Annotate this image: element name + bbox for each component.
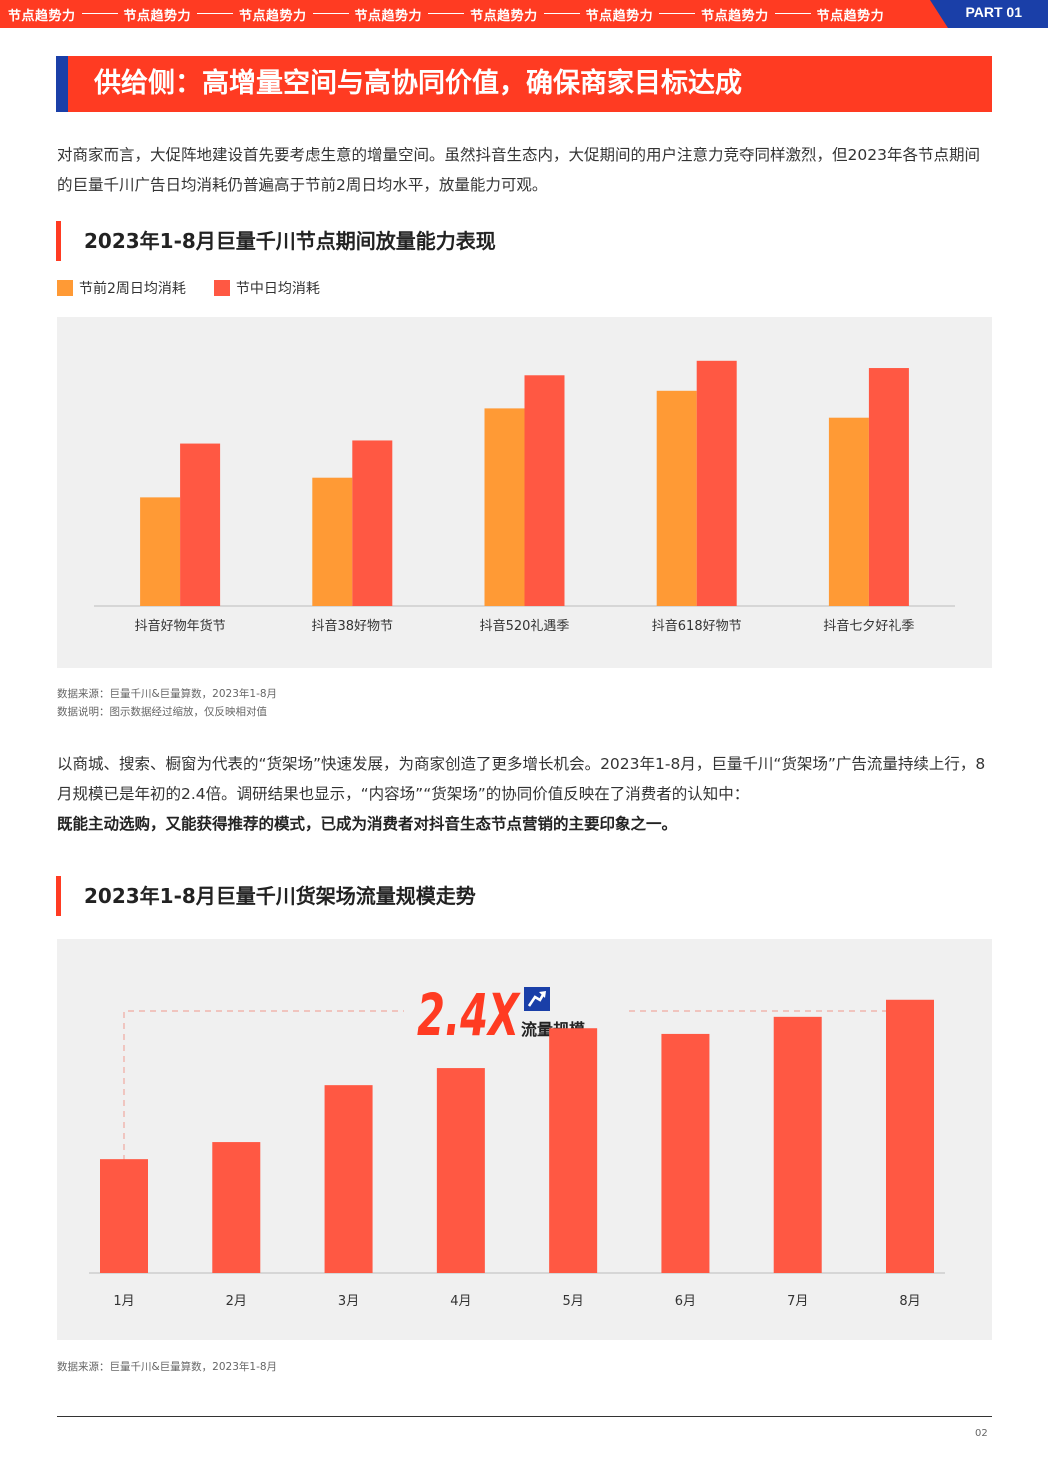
chart2-bar [100, 1159, 148, 1273]
chart2-source: 数据来源：巨量千川&巨量算数，2023年1-8月 [57, 1361, 278, 1373]
chart1-panel: 抖音好物年货节 抖音38好物节 抖音520礼遇季 抖音618好物节 抖音七夕好礼季 [57, 317, 992, 668]
section2-heading-mark [56, 876, 61, 916]
header-tab: 节点趋势力 [701, 8, 769, 24]
chart2-bar [661, 1033, 710, 1273]
tab-separator-arrow [81, 12, 118, 14]
part-badge: PART 01 [930, 0, 1048, 28]
chart2-x-tick: 1月 [113, 1294, 134, 1309]
chart1-note: 数据说明：图示数据经过缩放，仅反映相对值 [57, 706, 267, 718]
chart2-x-tick: 2月 [226, 1294, 247, 1309]
page-title: 供给侧：高增量空间与高协同价值，确保商家目标达成 [94, 68, 742, 99]
tab-separator-arrow [197, 12, 234, 14]
chart2-x-tick: 4月 [450, 1294, 471, 1309]
chart1-x-tick: 抖音好物年货节 [135, 618, 226, 634]
legend-item-during: 节中日均消耗 [213, 278, 320, 298]
chart2-x-tick: 6月 [675, 1294, 696, 1309]
tab-separator-arrow [543, 12, 580, 14]
header-tab: 节点趋势力 [354, 8, 423, 24]
header-tab: 节点趋势力 [8, 8, 76, 24]
chart1-x-tick: 抖音520礼遇季 [480, 618, 570, 634]
chart1-bar [656, 390, 697, 606]
chart2-x-tick: 8月 [899, 1294, 920, 1309]
middle-paragraph-bold: 既能主动选购，又能获得推荐的模式，已成为消费者对抖音生态节点营销的主要印象之一。 [57, 815, 678, 833]
chart1-bar [696, 360, 737, 606]
page-title-bar: 供给侧：高增量空间与高协同价值，确保商家目标达成 [56, 56, 992, 112]
tab-separator-arrow [774, 12, 811, 14]
header-tab: 节点趋势力 [470, 8, 538, 24]
chart2-bar [549, 1028, 598, 1273]
section2-title: 2023年1-8月巨量千川货架场流量规模走势 [84, 884, 476, 908]
chart1-svg: 抖音好物年货节 抖音38好物节 抖音520礼遇季 抖音618好物节 抖音七夕好礼季 [94, 360, 955, 634]
part-label: PART 01 [965, 4, 1022, 20]
legend-label-pre: 节前2周日均消耗 [79, 281, 186, 297]
legend-item-pre: 节前2周日均消耗 [57, 278, 186, 298]
top-nav-tabs: 节点趋势力 节点趋势力 节点趋势力 节点趋势力 节点趋势力 节点趋势力 节点趋势力 节点趋势力 [8, 0, 884, 28]
middle-paragraph: 以商城、搜索、橱窗为代表的“货架场”快速发展，为商家创造了更多增长机会。2023… [57, 749, 993, 839]
page-number: 02 [975, 1428, 988, 1439]
bracket-left [123, 1010, 404, 1183]
chart1-bar [484, 408, 525, 606]
header-tab: 节点趋势力 [585, 8, 654, 24]
tab-separator-arrow [659, 12, 696, 14]
legend-label-during: 节中日均消耗 [235, 281, 320, 297]
chart2-x-tick: 7月 [787, 1294, 808, 1309]
title-accent [56, 56, 68, 112]
callout-value: 2.4X [417, 981, 521, 1049]
tab-separator-arrow [312, 12, 349, 14]
chart1-x-tick: 抖音618好物节 [652, 618, 742, 634]
chart1-bar [828, 417, 869, 606]
chart1-bar [352, 440, 393, 606]
chart2-x-tick: 5月 [563, 1294, 584, 1309]
chart1-bar [140, 497, 181, 606]
header-tab: 节点趋势力 [816, 8, 885, 24]
chart1-legend: 节前2周日均消耗 节中日均消耗 [57, 278, 348, 298]
middle-paragraph-text: 以商城、搜索、橱窗为代表的“货架场”快速发展，为商家创造了更多增长机会。2023… [57, 755, 986, 803]
trend-up-icon [524, 987, 550, 1011]
chart1-bar [312, 477, 353, 606]
tab-separator-arrow [428, 12, 465, 14]
chart2-x-tick: 3月 [338, 1294, 359, 1309]
legend-swatch-orange [57, 280, 73, 296]
section1-title: 2023年1-8月巨量千川节点期间放量能力表现 [84, 229, 496, 253]
chart1-bar [524, 375, 565, 606]
chart2-bar [773, 1016, 822, 1273]
chart1-x-tick: 抖音七夕好礼季 [823, 618, 914, 634]
chart2-bar [436, 1068, 485, 1273]
chart1-x-tick: 抖音38好物节 [312, 618, 394, 634]
chart2-bar [886, 999, 934, 1273]
intro-paragraph: 对商家而言，大促阵地建设首先要考虑生意的增量空间。虽然抖音生态内，大促期间的用户… [57, 146, 980, 194]
chart2-bar [212, 1142, 261, 1273]
top-nav-bar: 节点趋势力 节点趋势力 节点趋势力 节点趋势力 节点趋势力 节点趋势力 节点趋势力 节点趋势力… [0, 0, 1048, 28]
section1-heading-mark [56, 221, 61, 261]
chart1-bar [868, 368, 909, 606]
chart1-source: 数据来源：巨量千川&巨量算数，2023年1-8月 [57, 688, 278, 700]
legend-swatch-red [213, 280, 230, 296]
header-tab: 节点趋势力 [123, 8, 192, 24]
footer-divider [57, 1416, 992, 1417]
chart1-bar [180, 443, 221, 606]
header-tab: 节点趋势力 [239, 8, 307, 24]
chart2-bar [324, 1085, 373, 1273]
